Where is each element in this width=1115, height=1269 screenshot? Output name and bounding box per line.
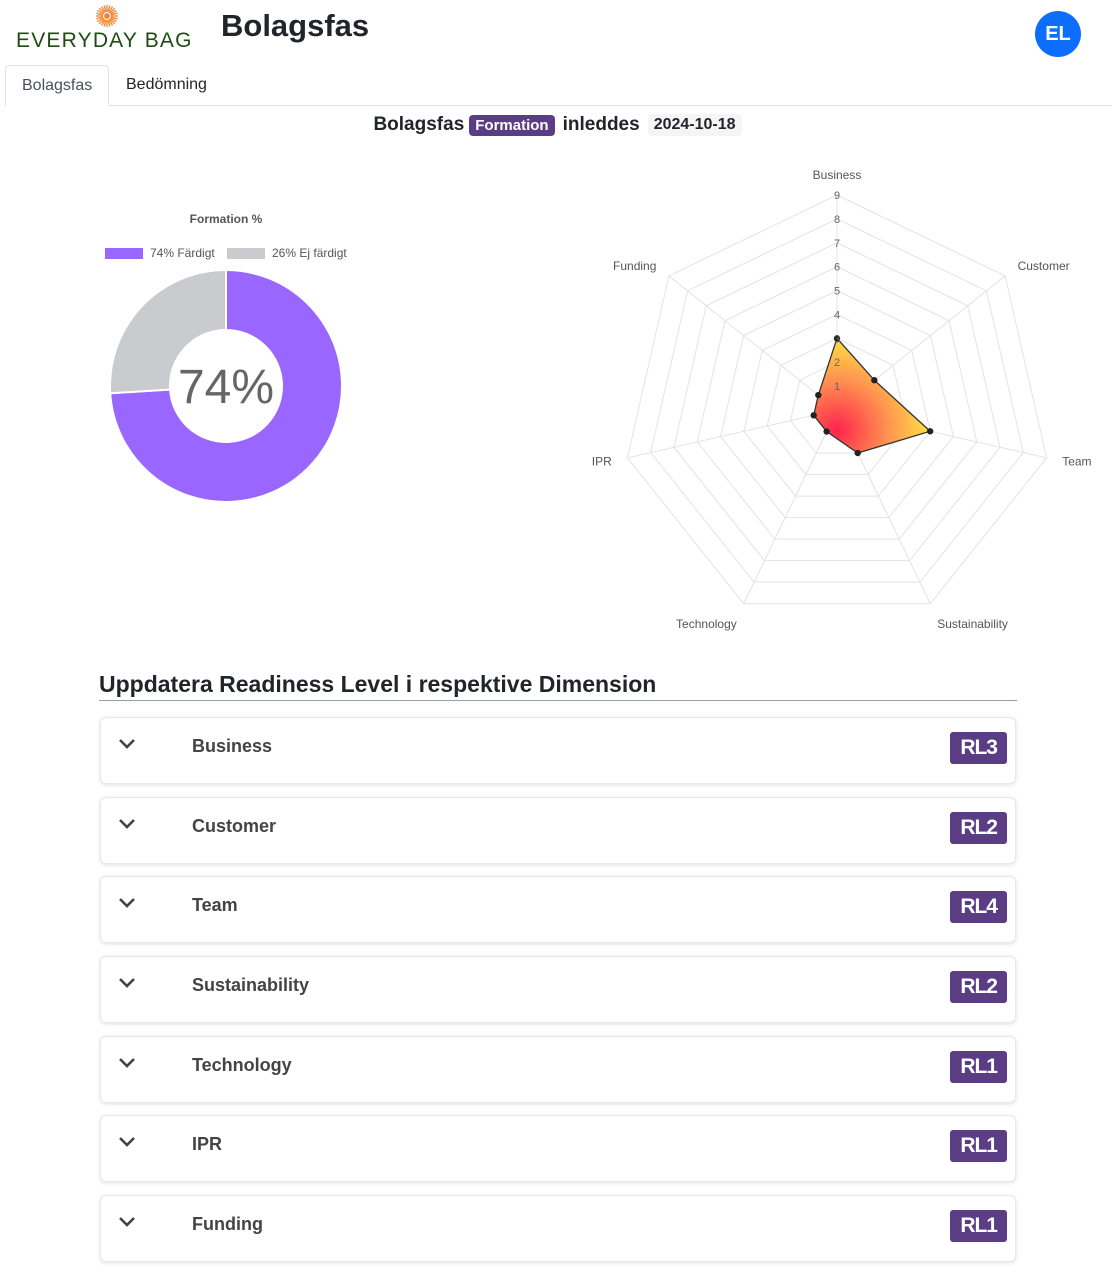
donut-center-label: 74% [178, 361, 274, 414]
radar-tick-label: 9 [834, 190, 840, 202]
radar-point-sustainability[interactable] [854, 449, 861, 457]
radar-tick-label: 5 [834, 286, 840, 298]
radar-grid-ring [743, 313, 931, 497]
rl-badge: RL1 [950, 1051, 1007, 1083]
legend-label-remaining: 26% Ej färdigt [272, 246, 347, 260]
radar-grid-ring [673, 242, 1001, 562]
page-title: Bolagsfas [221, 8, 370, 43]
phase-badge: Formation [469, 114, 555, 136]
radar-point-technology[interactable] [823, 428, 830, 435]
logo-text: EVERYDAY BAG [16, 29, 193, 52]
chevron-down-icon [119, 898, 135, 908]
accordion-customer[interactable]: Customer RL2 [100, 797, 1016, 864]
radar-grid-ring [766, 337, 908, 476]
chevron-down-icon [119, 1137, 135, 1147]
radar-axis-line [668, 275, 838, 411]
rl-badge: RL1 [950, 1210, 1007, 1242]
phase-date: 2024-10-18 [647, 114, 742, 136]
donut-slice-1[interactable] [109, 268, 227, 395]
radar-grid-ring [696, 266, 978, 540]
legend-swatch-done [105, 247, 143, 259]
legend-item-done[interactable]: 74% Färdigt [105, 246, 215, 260]
tab-bedomning[interactable]: Bedömning [126, 76, 207, 93]
tab-bolagsfas[interactable]: Bolagsfas [5, 65, 109, 106]
radar-axis-label-customer: Customer [1018, 259, 1070, 273]
chevron-down-icon [119, 819, 135, 829]
radar-tick-label: 7 [834, 238, 840, 250]
rl-badge: RL2 [950, 812, 1007, 844]
radar-axis-label-ipr: IPR [592, 454, 612, 468]
legend-label-done: 74% Färdigt [150, 246, 215, 260]
radar-series-area [813, 337, 932, 454]
rl-badge: RL1 [950, 1130, 1007, 1162]
avatar[interactable]: EL [1035, 11, 1081, 57]
section-divider [99, 700, 1017, 701]
radar-grid-ring [650, 218, 1024, 583]
donut-chart: 74% [109, 268, 343, 503]
sun-logo-icon [96, 5, 118, 27]
accordion-technology[interactable]: Technology RL1 [100, 1036, 1016, 1103]
rl-badge: RL4 [950, 891, 1007, 923]
chevron-down-icon [119, 1217, 135, 1227]
radar-grid-ring [720, 290, 954, 519]
radar-point-ipr[interactable] [810, 412, 817, 419]
radar-point-business[interactable] [833, 335, 841, 342]
legend-swatch-remaining [227, 247, 265, 259]
accordion-business[interactable]: Business RL3 [100, 717, 1016, 784]
accordion-label: Team [192, 895, 238, 915]
radar-tick-label: 6 [834, 262, 840, 274]
logo [14, 4, 204, 54]
donut-slice-0[interactable] [109, 268, 343, 503]
accordion-funding[interactable]: Funding RL1 [100, 1195, 1016, 1262]
radar-tick-label: 2 [834, 357, 840, 369]
accordion-label: IPR [192, 1134, 223, 1154]
radar-tick-label: 8 [834, 214, 840, 226]
accordion-label: Business [192, 736, 273, 756]
phase-heading: Bolagsfas Formation inleddes 2024-10-18 [0, 114, 1115, 136]
radar-tick-label: 1 [834, 381, 840, 393]
radar-tick-label: 3 [834, 333, 840, 345]
radar-axis-line [743, 409, 838, 604]
radar-chart: 1 2 3 4 5 6 7 8 9 Business Customer Team Sustainabil… [592, 168, 1092, 631]
legend-item-remaining[interactable]: 26% Ej färdigt [227, 246, 347, 260]
accordion-label: Customer [192, 816, 277, 836]
radar-tick-label: 4 [834, 309, 840, 321]
rl-badge: RL3 [950, 732, 1007, 764]
tabs-divider [5, 105, 1112, 106]
accordion-label: Technology [192, 1055, 292, 1075]
chevron-down-icon [119, 978, 135, 988]
rl-badge: RL2 [950, 971, 1007, 1003]
radar-grid-ring [626, 194, 1048, 605]
radar-axis-label-team: Team [1062, 454, 1091, 468]
accordion-ipr[interactable]: IPR RL1 [100, 1115, 1016, 1182]
radar-point-customer[interactable] [871, 377, 878, 384]
accordion-team[interactable]: Team RL4 [100, 876, 1016, 943]
phase-middle: inleddes [562, 114, 640, 135]
donut-chart-title: Formation % [189, 212, 263, 226]
radar-axis-label-technology: Technology [676, 617, 737, 631]
section-title: Uppdatera Readiness Level i respektive D… [99, 671, 657, 697]
radar-point-funding[interactable] [815, 391, 822, 399]
accordion-label: Sustainability [192, 975, 310, 995]
radar-axis-label-business: Business [813, 168, 862, 182]
accordion-sustainability[interactable]: Sustainability RL2 [100, 956, 1016, 1023]
phase-prefix: Bolagsfas [373, 114, 465, 135]
chevron-down-icon [119, 1058, 135, 1068]
radar-axis-line [627, 409, 838, 459]
radar-axis-label-sustainability: Sustainability [937, 617, 1008, 631]
accordion-label: Funding [192, 1214, 263, 1234]
chevron-down-icon [119, 739, 135, 749]
radar-axis-label-funding: Funding [613, 259, 656, 273]
radar-point-team[interactable] [926, 428, 934, 435]
